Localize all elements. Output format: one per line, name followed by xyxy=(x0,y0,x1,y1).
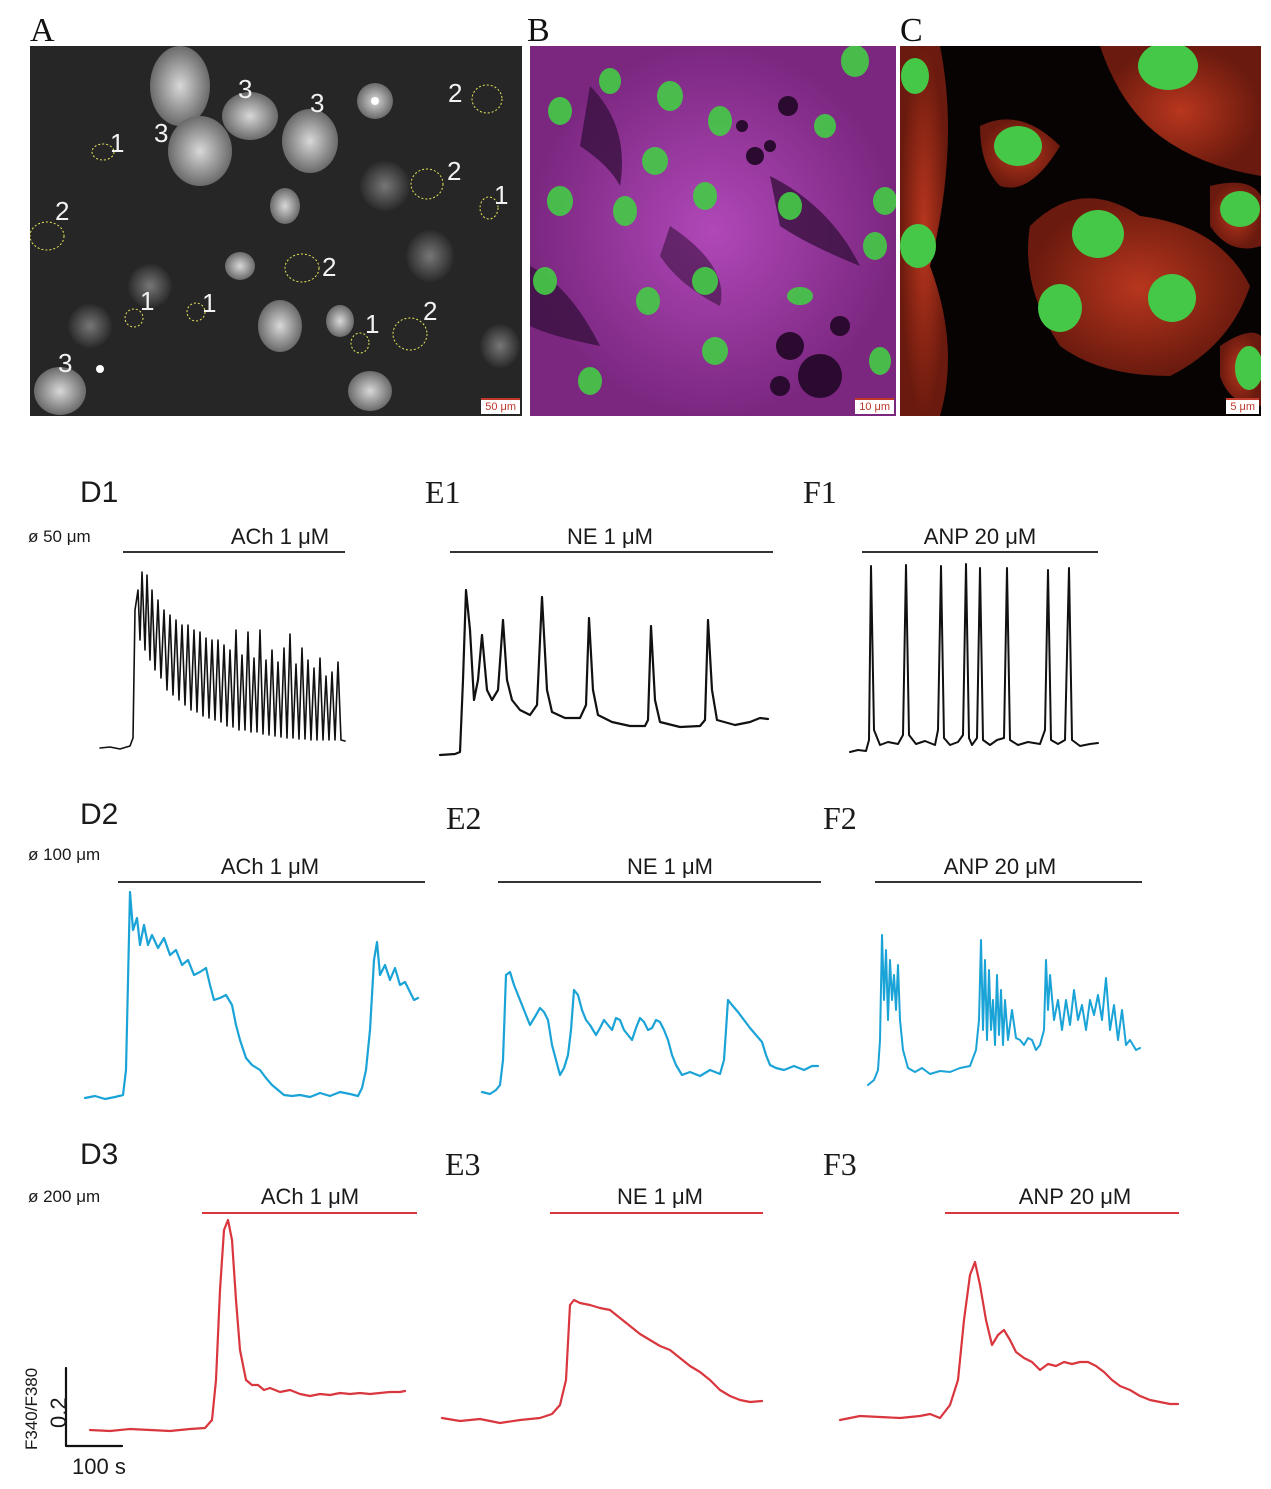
cell-label: 3 xyxy=(310,88,325,118)
cell-label: 3 xyxy=(238,74,253,104)
scale-bar-a: 50 μm xyxy=(481,398,520,414)
cell-label: 3 xyxy=(154,118,169,148)
scale-bar-b: 10 μm xyxy=(855,398,894,414)
drug-application-bar xyxy=(875,881,1142,883)
cell-label: 1 xyxy=(202,288,217,318)
drug-application-bar xyxy=(945,1212,1179,1214)
panel-label-a: A xyxy=(30,12,55,49)
cell-label: 2 xyxy=(423,296,438,326)
drug-application-bar xyxy=(498,881,821,883)
cell-label: 2 xyxy=(55,196,70,226)
panel-label-d3: D3 xyxy=(80,1138,119,1171)
micrograph-c: 5 μm xyxy=(900,46,1261,416)
calibration-bar xyxy=(64,1366,124,1448)
trace-d1 xyxy=(99,571,346,750)
cell-diameter-label: ø 200 μm xyxy=(28,1187,101,1206)
drug-label: ANP 20 μM xyxy=(1018,1184,1132,1209)
trace-f1 xyxy=(849,563,1099,753)
cell-label: 2 xyxy=(447,156,462,186)
scale-bar-c: 5 μm xyxy=(1226,398,1259,414)
drug-label: ACh 1 μM xyxy=(220,854,320,879)
micrograph-b-cells xyxy=(530,46,896,416)
drug-label: ACh 1 μM xyxy=(260,1184,360,1209)
panel-label-c: C xyxy=(900,12,923,49)
micrograph-b: 10 μm xyxy=(530,46,896,416)
y-scale-value: 0.2 xyxy=(46,1397,71,1428)
micrograph-a-cells xyxy=(30,46,522,416)
cell-label: 3 xyxy=(58,348,73,378)
cell-label: 1 xyxy=(110,128,125,158)
panel-label-f2: F2 xyxy=(823,800,857,836)
drug-application-bar xyxy=(862,551,1098,553)
panel-label-e3: E3 xyxy=(445,1146,481,1182)
trace-e3 xyxy=(440,1298,764,1425)
cell-label: 2 xyxy=(448,78,463,108)
drug-label: ACh 1 μM xyxy=(230,524,330,549)
drug-label: ANP 20 μM xyxy=(943,854,1057,879)
cell-diameter-label: ø 100 μm xyxy=(28,845,101,864)
cell-label: 1 xyxy=(365,309,380,339)
micrograph-c-cells xyxy=(900,46,1261,416)
trace-f2 xyxy=(867,934,1141,1086)
cell-label: 2 xyxy=(322,252,337,282)
trace-d3 xyxy=(88,1218,407,1433)
drug-application-bar xyxy=(450,551,773,553)
trace-f3 xyxy=(838,1260,1180,1422)
panel-label-d2: D2 xyxy=(80,798,119,831)
drug-label: ANP 20 μM xyxy=(923,524,1037,549)
drug-application-bar xyxy=(123,551,345,553)
cell-label: 1 xyxy=(494,180,509,210)
panel-label-d1: D1 xyxy=(80,476,119,509)
panel-label-f1: F1 xyxy=(803,474,837,510)
panel-label-f3: F3 xyxy=(823,1146,857,1182)
cell-diameter-label: ø 50 μm xyxy=(28,527,91,546)
drug-application-bar xyxy=(550,1212,763,1214)
y-scale-label: F340/F380 xyxy=(22,1367,41,1450)
drug-application-bar xyxy=(202,1212,417,1214)
trace-d2 xyxy=(83,890,420,1101)
panel-label-e2: E2 xyxy=(446,800,482,836)
cell-label: 1 xyxy=(140,286,155,316)
trace-e1 xyxy=(438,588,770,757)
micrograph-a: 1 1 1 1 1 2 2 2 2 2 3 3 3 3 50 μm xyxy=(30,46,522,416)
drug-application-bar xyxy=(118,881,425,883)
panel-label-b: B xyxy=(527,12,550,49)
drug-label: NE 1 μM xyxy=(626,854,714,879)
drug-label: NE 1 μM xyxy=(566,524,654,549)
panel-label-e1: E1 xyxy=(425,474,461,510)
trace-e2 xyxy=(480,970,820,1096)
drug-label: NE 1 μM xyxy=(616,1184,704,1209)
x-scale-label: 100 s xyxy=(72,1454,126,1479)
